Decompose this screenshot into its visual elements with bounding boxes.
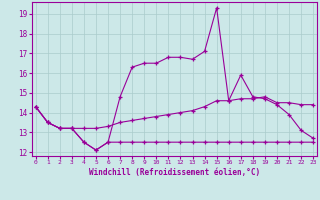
X-axis label: Windchill (Refroidissement éolien,°C): Windchill (Refroidissement éolien,°C) — [89, 168, 260, 177]
